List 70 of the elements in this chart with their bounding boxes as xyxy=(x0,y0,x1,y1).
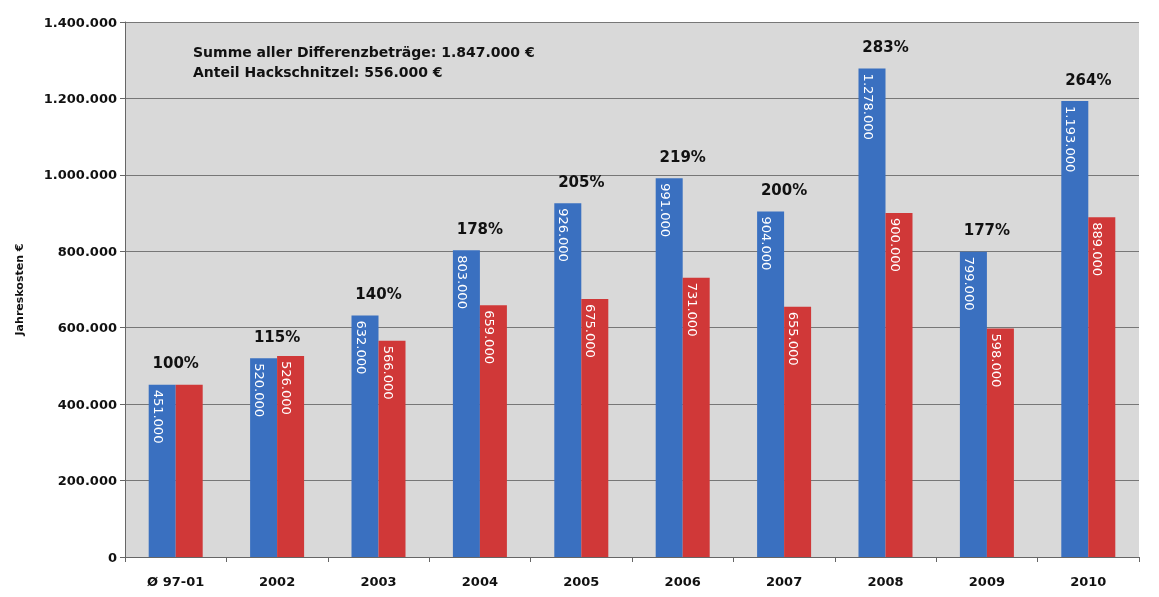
bar xyxy=(682,277,710,557)
data-label: 526.000 xyxy=(279,360,295,415)
data-label: 655.000 xyxy=(786,311,802,366)
annotation: 115% xyxy=(253,327,301,346)
y-tick-label: 400.000 xyxy=(57,396,117,412)
y-tick-label: 0 xyxy=(107,549,117,565)
x-tick-label: 2004 xyxy=(461,574,498,589)
annotation: 283% xyxy=(862,38,909,57)
x-tick-label: 2008 xyxy=(867,574,904,589)
bar xyxy=(250,358,278,557)
annotation: Summe aller Differenzbeträge: 1.847.000 € xyxy=(193,44,535,60)
data-label: 632.000 xyxy=(353,320,369,375)
data-label: 451.000 xyxy=(150,389,166,444)
annotation: 200% xyxy=(760,181,808,200)
annotation: 177% xyxy=(963,221,1011,240)
data-label: 598.000 xyxy=(988,333,1004,388)
y-tick-label: 1.200.000 xyxy=(43,90,117,106)
data-label: 926.000 xyxy=(556,208,572,262)
data-label: 659.000 xyxy=(481,310,497,364)
bar xyxy=(959,251,987,557)
data-label: 799.000 xyxy=(961,256,977,311)
bar xyxy=(885,213,913,557)
bar xyxy=(351,315,379,557)
x-tick-label: Ø 97-01 xyxy=(147,574,205,589)
data-label: 991.000 xyxy=(657,183,673,238)
data-label: 904.000 xyxy=(759,216,775,271)
bar xyxy=(378,340,406,557)
y-tick-label: 600.000 xyxy=(57,320,117,336)
bar xyxy=(655,178,683,557)
bar xyxy=(1061,101,1089,557)
bar xyxy=(148,384,176,557)
x-tick-label: 2002 xyxy=(259,574,296,589)
annotation: 219% xyxy=(659,147,706,166)
x-tick-label: 2009 xyxy=(968,574,1005,589)
annotation: 205% xyxy=(558,172,605,191)
annotation: Anteil Hackschnitzel: 556.000 € xyxy=(193,64,443,80)
x-tick-label: 2003 xyxy=(360,574,397,589)
data-label: 566.000 xyxy=(380,345,396,400)
y-tick-label: 800.000 xyxy=(57,243,117,259)
bar xyxy=(986,328,1014,557)
data-label: 1.278.000 xyxy=(860,73,876,140)
bar xyxy=(784,306,812,557)
annotation: 178% xyxy=(456,219,504,238)
x-tick-label: 2006 xyxy=(664,574,701,589)
y-tick-label: 1.000.000 xyxy=(43,167,117,183)
bar xyxy=(452,250,480,557)
x-tick-label: 2005 xyxy=(563,574,600,589)
x-tick-label: 2007 xyxy=(766,574,803,589)
data-label: 675.000 xyxy=(583,304,599,358)
annotation: 140% xyxy=(355,284,402,303)
annotation: 100% xyxy=(152,354,199,373)
bar xyxy=(1088,217,1116,557)
x-tick-label: 2010 xyxy=(1070,574,1107,589)
annotation: 264% xyxy=(1065,70,1112,89)
data-label: 731.000 xyxy=(684,282,700,337)
data-label: 889.000 xyxy=(1090,222,1106,277)
y-tick-label: 1.400.000 xyxy=(43,14,117,30)
data-label: 803.000 xyxy=(454,255,470,309)
data-label: 1.193.000 xyxy=(1063,106,1079,173)
data-label: 520.000 xyxy=(252,363,268,418)
bar xyxy=(554,203,582,557)
bar xyxy=(858,68,886,557)
bar xyxy=(581,299,609,557)
y-axis-title: Jahreskosten € xyxy=(13,243,26,337)
bar xyxy=(757,211,785,557)
y-tick-label: 200.000 xyxy=(57,473,117,489)
bar xyxy=(277,355,305,557)
bar xyxy=(175,384,203,557)
data-label: 900.000 xyxy=(887,218,903,272)
bar xyxy=(479,305,507,557)
